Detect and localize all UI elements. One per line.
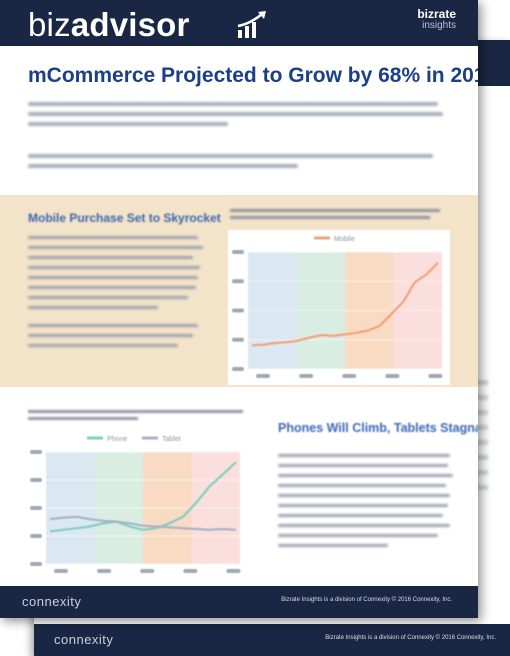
top-chart-caption: [230, 209, 445, 223]
y-tick-label: [232, 337, 244, 342]
bizrate-text: bizrate: [417, 7, 456, 21]
phones-section-text: [278, 454, 458, 554]
x-tick-label: [299, 374, 314, 378]
growth-arrow-icon: [237, 11, 266, 38]
front-page: bizadvisor bizrate insights mCommerce Pr…: [0, 0, 478, 618]
back-footer-logo: connexity: [54, 632, 114, 647]
bottom-chart-caption: [28, 410, 243, 424]
bizadvisor-logo: bizadvisor: [28, 8, 190, 42]
page-title: mCommerce Projected to Grow by 68% in 20…: [28, 64, 478, 87]
x-tick-label: [385, 374, 400, 378]
brand-bold: advisor: [70, 6, 190, 43]
y-tick-label: [232, 367, 244, 371]
back-page-footer: connexity Bizrate Insights is a division…: [34, 624, 510, 656]
x-tick-label: [54, 569, 68, 573]
y-tick-label: [30, 534, 42, 538]
y-tick-label: [232, 250, 244, 254]
series-line-phone: [49, 461, 237, 533]
y-tick-label: [232, 308, 244, 313]
series-line-tablet: [49, 515, 237, 531]
bizrate-insights-logo: bizrate insights: [417, 7, 456, 31]
insights-text: insights: [422, 20, 456, 31]
x-tick-label: [140, 569, 155, 573]
x-tick-label: [183, 569, 198, 573]
x-tick-label: [226, 569, 241, 573]
y-tick-label: [30, 562, 42, 566]
y-tick-label: [30, 506, 42, 510]
legend-label: Mobile: [334, 236, 355, 243]
brand-light: biz: [28, 6, 71, 43]
intro-paragraph-1: [28, 102, 448, 132]
footer-legal: Bizrate Insights is a division of Connex…: [281, 597, 452, 603]
footer-bar: connexity Bizrate Insights is a division…: [0, 586, 478, 618]
legend-label: Phone: [107, 436, 127, 443]
bottom-chart: Phone Tablet: [26, 430, 248, 580]
y-tick-label: [232, 279, 244, 284]
footer-logo: connexity: [22, 594, 82, 609]
x-tick-label: [256, 374, 270, 378]
intro-paragraph-2: [28, 154, 448, 174]
x-tick-label: [97, 569, 112, 573]
series-line-mobile: [251, 261, 439, 347]
section-heading-mobile: Mobile Purchase Set to Skyrocket: [28, 211, 221, 225]
header-bar: bizadvisor bizrate insights: [0, 0, 478, 46]
section-heading-phones: Phones Will Climb, Tablets Stagnate: [278, 421, 478, 435]
mobile-section-text: [28, 236, 208, 354]
legend-label: Tablet: [162, 436, 181, 443]
y-tick-label: [30, 478, 42, 482]
top-chart: Mobile: [228, 230, 450, 385]
back-footer-legal: Bizrate Insights is a division of Connex…: [325, 635, 496, 641]
x-tick-label: [428, 374, 443, 378]
y-tick-label: [30, 450, 42, 454]
x-tick-label: [342, 374, 357, 378]
